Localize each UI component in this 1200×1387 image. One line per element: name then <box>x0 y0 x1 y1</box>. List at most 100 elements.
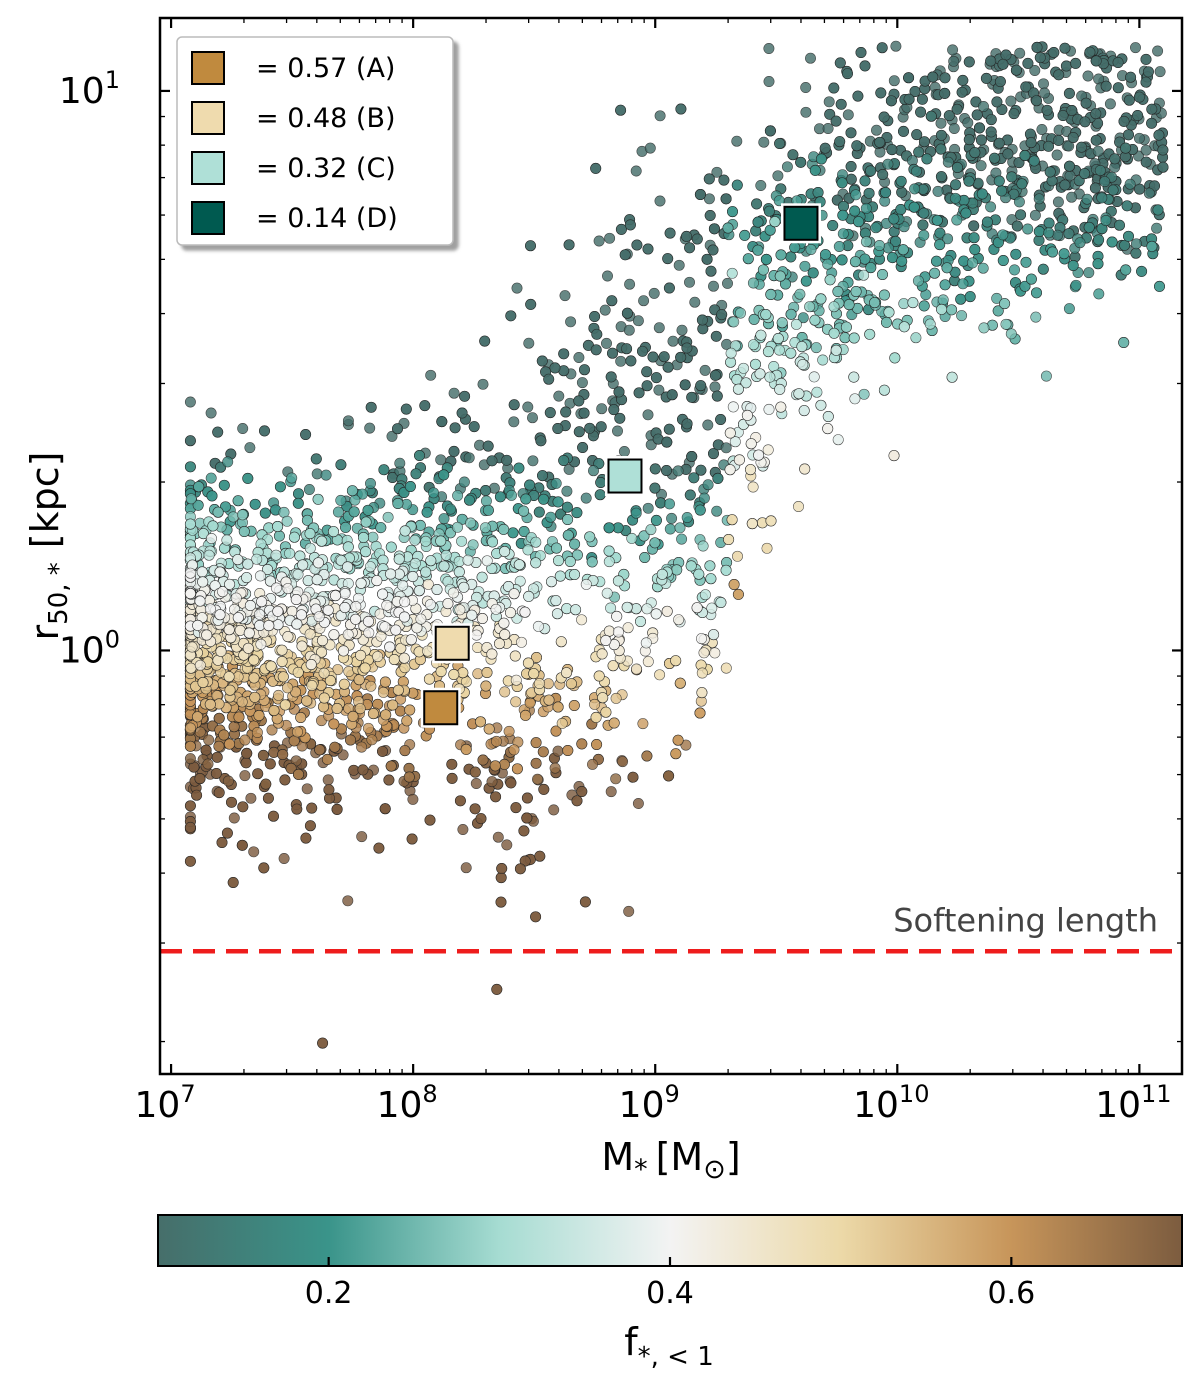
data-point <box>642 243 654 255</box>
data-point <box>305 659 317 670</box>
data-point <box>573 395 585 407</box>
data-point <box>696 314 708 326</box>
data-point <box>555 636 567 648</box>
data-point <box>404 704 416 716</box>
data-point <box>790 318 802 330</box>
data-point <box>695 464 707 476</box>
data-point <box>707 244 719 256</box>
data-point <box>372 651 384 663</box>
data-point <box>1096 192 1108 204</box>
data-point <box>1140 156 1152 168</box>
data-point <box>281 515 293 527</box>
data-point <box>805 52 816 64</box>
data-point <box>1123 230 1134 242</box>
data-point <box>763 43 775 54</box>
data-point <box>750 358 761 370</box>
data-point <box>399 662 411 674</box>
data-point <box>486 648 498 660</box>
data-point <box>1130 42 1141 54</box>
data-point <box>509 650 521 662</box>
data-point <box>185 493 197 505</box>
data-point <box>481 555 493 567</box>
data-point <box>532 620 544 632</box>
data-point <box>494 491 506 503</box>
data-point <box>1040 370 1052 382</box>
data-point <box>724 427 736 439</box>
data-point <box>898 125 909 137</box>
data-point <box>679 379 691 391</box>
data-point <box>593 235 605 247</box>
data-point <box>667 335 679 347</box>
data-point <box>523 590 535 602</box>
data-point <box>664 498 675 510</box>
data-point <box>705 573 717 585</box>
data-point <box>273 530 285 542</box>
data-point <box>1089 182 1101 194</box>
data-point <box>584 422 596 434</box>
data-point <box>794 288 806 300</box>
data-point <box>732 588 744 600</box>
data-point <box>295 712 307 723</box>
data-point <box>375 522 387 534</box>
data-point <box>527 412 538 424</box>
data-point <box>1013 196 1025 208</box>
data-point <box>469 803 481 815</box>
data-point <box>963 56 975 68</box>
data-point <box>224 684 236 696</box>
data-point <box>776 317 788 329</box>
data-point <box>809 314 821 326</box>
data-point <box>1033 226 1045 237</box>
data-point <box>348 764 360 776</box>
data-point <box>876 42 888 54</box>
data-point <box>464 494 475 506</box>
data-point <box>268 705 280 716</box>
data-point <box>720 193 732 205</box>
data-point <box>537 470 548 482</box>
data-point <box>530 737 542 749</box>
data-point <box>654 669 666 681</box>
data-point <box>647 351 659 363</box>
data-point <box>528 668 540 680</box>
data-point <box>757 264 769 276</box>
data-point <box>1031 41 1043 53</box>
data-point <box>670 655 682 667</box>
data-point <box>458 476 470 488</box>
data-point <box>809 164 821 176</box>
data-point <box>638 295 650 307</box>
data-point <box>342 895 354 907</box>
data-point <box>827 220 839 231</box>
data-point <box>297 559 309 571</box>
data-point <box>367 531 379 543</box>
data-point <box>563 463 575 475</box>
data-point <box>552 423 564 434</box>
data-point <box>579 896 591 908</box>
data-point <box>596 403 608 415</box>
data-point <box>752 216 764 228</box>
data-point <box>1130 238 1142 250</box>
data-point <box>328 718 340 730</box>
data-point <box>499 629 511 640</box>
data-point <box>586 556 598 568</box>
data-point <box>811 386 823 398</box>
data-point <box>654 110 666 122</box>
data-point <box>720 442 732 454</box>
data-point <box>560 406 572 418</box>
data-point <box>909 183 921 195</box>
data-point <box>301 783 313 795</box>
data-point <box>520 493 532 505</box>
data-point <box>593 670 605 682</box>
data-point <box>486 776 498 788</box>
data-point <box>704 560 716 572</box>
data-point <box>1011 220 1023 232</box>
data-point <box>849 393 861 405</box>
data-point <box>580 492 592 504</box>
data-point <box>576 738 588 750</box>
data-point <box>318 692 330 704</box>
data-point <box>828 327 840 339</box>
data-point <box>603 625 615 637</box>
data-point <box>533 678 545 689</box>
data-point <box>573 426 585 438</box>
data-point <box>967 257 978 269</box>
data-point <box>213 787 225 799</box>
data-point <box>589 311 601 322</box>
